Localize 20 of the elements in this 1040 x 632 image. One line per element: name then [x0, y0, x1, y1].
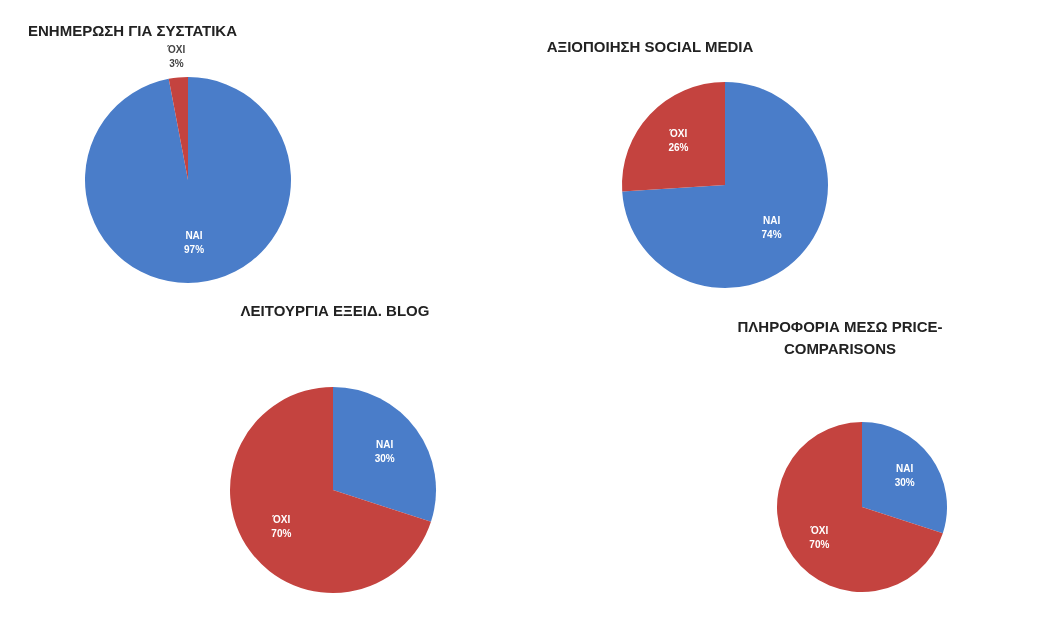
slice-label: ΝΑΙ — [185, 230, 203, 242]
chart-title: ΠΛΗΡΟΦΟΡΙΑ ΜΕΣΩ PRICE-COMPARISONS — [736, 317, 944, 359]
data-label: 3% — [169, 58, 184, 70]
slice-label: ΝΑΙ — [376, 439, 394, 451]
data-label: 97% — [184, 244, 205, 256]
chart-title: ΛΕΙΤΟΥΡΓΙΑ ΕΞΕΙΔ. BLOG — [239, 301, 431, 321]
data-label: 70% — [271, 528, 292, 540]
data-label: 70% — [809, 538, 830, 550]
slice-label: ΌΧΙ — [809, 524, 829, 536]
slice-label: ΌΧΙ — [166, 44, 186, 56]
data-label: 74% — [761, 229, 782, 241]
slice-label: ΝΑΙ — [762, 215, 781, 227]
chart-title: ΕΝΗΜΕΡΩΣΗ ΓΙΑ ΣΥΣΤΑΤΙΚΑ — [28, 21, 239, 41]
data-label: 30% — [374, 453, 395, 465]
data-label: 26% — [668, 142, 689, 154]
slice-label: ΌΧΙ — [668, 128, 688, 140]
slice-label: ΌΧΙ — [271, 514, 291, 526]
slice-label: ΝΑΙ — [896, 462, 914, 474]
data-label: 30% — [894, 476, 915, 488]
chart-title: ΑΞΙΟΠΟΙΗΣΗ SOCIAL MEDIA — [545, 37, 755, 57]
